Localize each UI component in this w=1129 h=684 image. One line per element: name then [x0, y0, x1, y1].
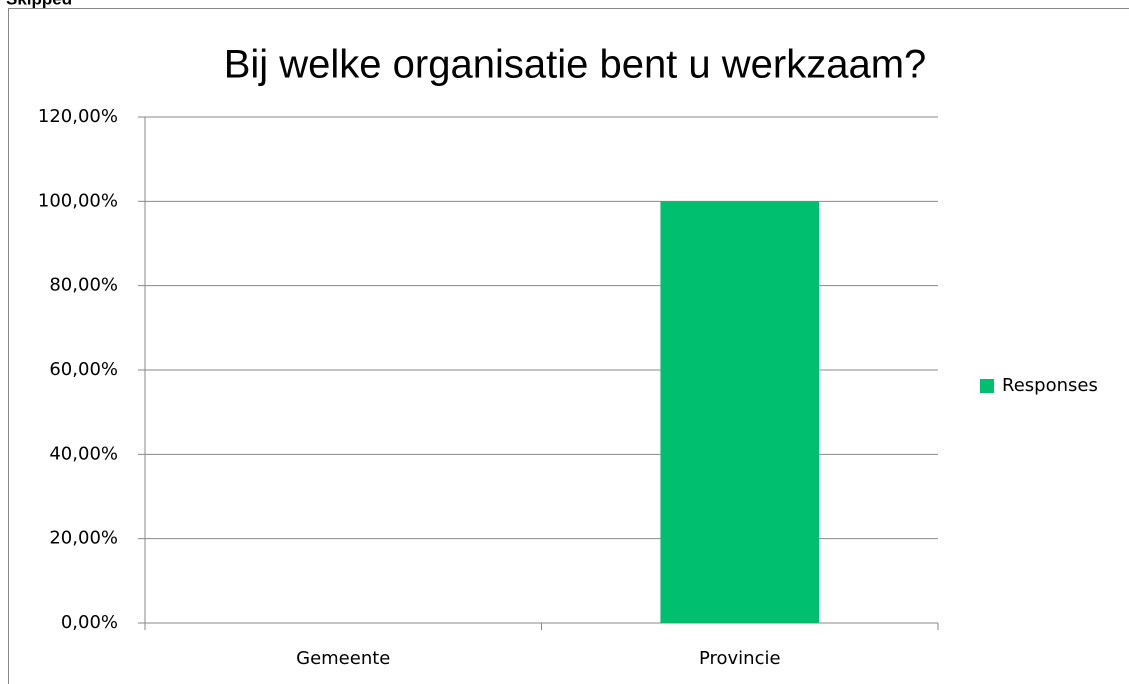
cropped-header: Skipped — [6, 0, 72, 8]
chart-title: Bij welke organisatie bent u werkzaam? — [224, 43, 927, 87]
y-tick-label: 120,00% — [38, 106, 118, 127]
x-tick-label: Gemeente — [296, 648, 390, 669]
y-tick-label: 100,00% — [38, 190, 118, 211]
bar — [660, 201, 820, 624]
y-tick-label: 80,00% — [49, 275, 118, 296]
x-tick-label: Provincie — [699, 648, 781, 669]
y-tick-label: 20,00% — [49, 528, 118, 549]
y-tick-label: 60,00% — [49, 359, 118, 380]
y-tick-label: 0,00% — [61, 612, 118, 633]
chart-frame — [8, 8, 1129, 684]
legend-label: Responses — [1002, 375, 1098, 396]
legend-swatch — [980, 379, 994, 393]
y-tick-label: 40,00% — [49, 443, 118, 464]
